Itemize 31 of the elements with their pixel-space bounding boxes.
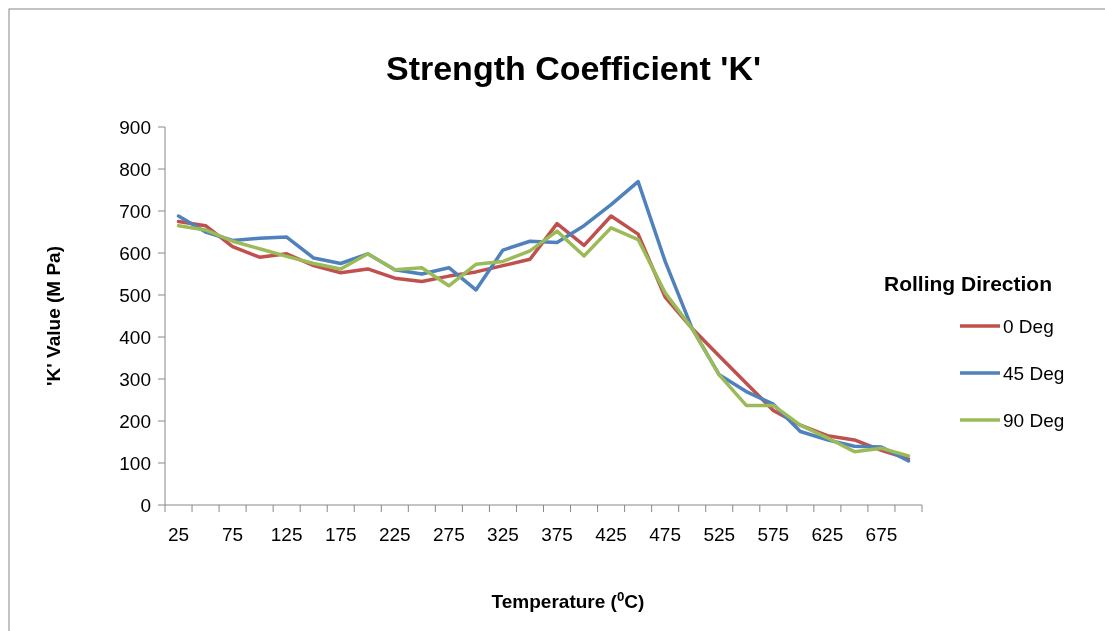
legend-label: 0 Deg	[1003, 315, 1054, 337]
y-tick-label: 900	[119, 116, 151, 138]
x-tick-label: 675	[865, 524, 898, 545]
legend-label: 45 Deg	[1003, 362, 1065, 384]
x-tick-label: 125	[270, 524, 303, 545]
y-tick-label: 300	[119, 368, 151, 390]
chart-title: Strength Coefficient 'K'	[385, 49, 762, 87]
x-axis-title: Temperature ($^{0}$C)	[491, 588, 645, 612]
x-tick-label: 325	[487, 524, 519, 545]
y-tick-label: 700	[119, 200, 151, 222]
legend-label: 90 Deg	[1003, 409, 1065, 431]
y-tick-label: 800	[119, 158, 151, 180]
y-tick-label: 200	[119, 410, 151, 432]
y-tick-label: 100	[119, 452, 151, 474]
x-tick-label: 425	[595, 524, 627, 545]
x-tick-label: 525	[703, 524, 736, 545]
y-tick-label: 400	[119, 326, 151, 348]
x-tick-label: 375	[541, 524, 573, 545]
y-tick-label: 500	[119, 284, 151, 306]
y-tick-label: 0	[140, 494, 151, 516]
x-tick-label: 225	[378, 524, 411, 545]
legend-title: Rolling Direction	[884, 272, 1052, 295]
x-tick-label: 475	[649, 524, 682, 545]
x-tick-label: 175	[324, 524, 357, 545]
x-tick-label: 625	[811, 524, 844, 545]
y-tick-label: 600	[119, 242, 151, 264]
x-tick-label: 25	[167, 524, 190, 545]
x-tick-label: 575	[757, 524, 790, 545]
x-tick-label: 75	[222, 524, 244, 545]
y-axis-title: 'K' Value (M Pa)	[43, 246, 64, 386]
x-tick-label: 275	[433, 524, 465, 545]
